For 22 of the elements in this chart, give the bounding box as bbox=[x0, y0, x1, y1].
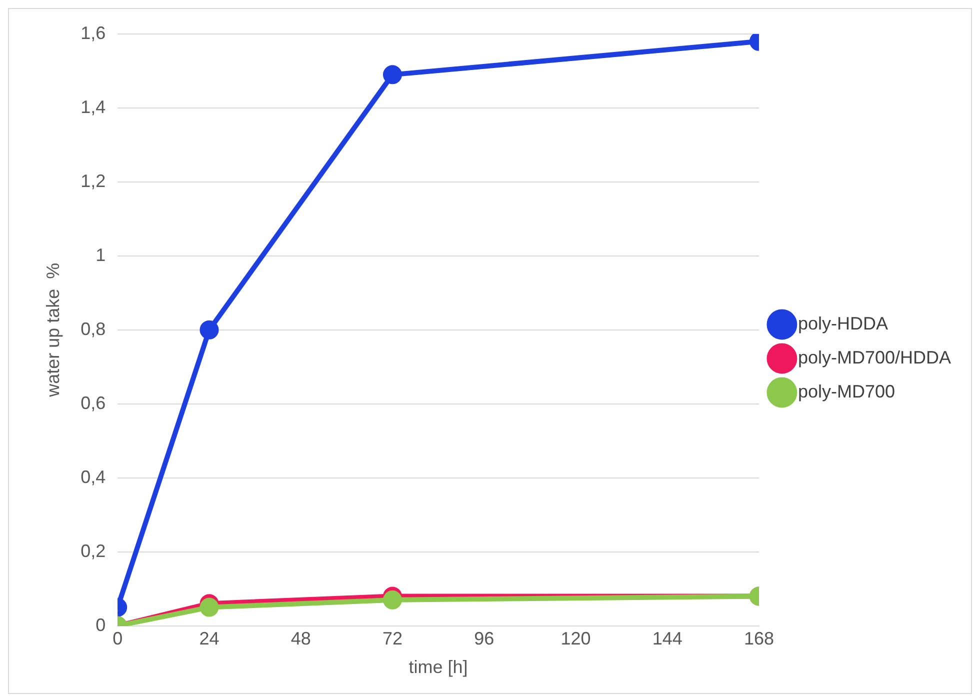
y-axis-title: water up take % bbox=[42, 262, 63, 398]
y-tick-label: 0 bbox=[96, 614, 106, 635]
y-tick-label: 0,2 bbox=[80, 540, 106, 561]
x-tick-label: 48 bbox=[290, 628, 311, 649]
y-tick-label: 1,2 bbox=[80, 170, 106, 191]
legend-label: poly-HDDA bbox=[798, 313, 888, 334]
x-tick-label: 144 bbox=[652, 628, 682, 649]
x-tick-label: 72 bbox=[382, 628, 402, 649]
x-tick-label: 24 bbox=[199, 628, 220, 649]
legend-label: poly-MD700/HDDA bbox=[798, 347, 952, 368]
y-tick-label: 1,4 bbox=[80, 96, 106, 117]
x-tick-label: 96 bbox=[474, 628, 494, 649]
x-axis-title: time [h] bbox=[408, 657, 468, 678]
legend-label: poly-MD700 bbox=[798, 381, 896, 402]
x-tick-label: 168 bbox=[744, 628, 774, 649]
y-tick-label: 0,8 bbox=[80, 318, 106, 339]
x-tick-label: 0 bbox=[112, 628, 123, 649]
y-tick-label: 1,6 bbox=[80, 22, 106, 43]
x-tick-label: 120 bbox=[560, 628, 591, 649]
y-tick-label: 1 bbox=[96, 244, 106, 265]
y-tick-label: 0,6 bbox=[80, 392, 106, 413]
y-tick-label: 0,4 bbox=[80, 466, 106, 487]
